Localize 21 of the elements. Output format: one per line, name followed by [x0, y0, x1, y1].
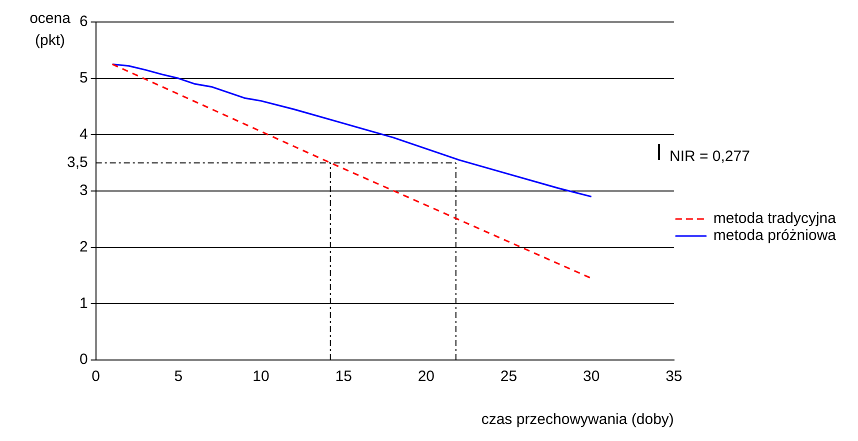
x-tick-label: 35: [666, 368, 682, 386]
y-tick-label: 0: [80, 351, 88, 368]
x-tick-label: 30: [583, 368, 600, 386]
y-tick-label: 2: [80, 238, 88, 256]
annotation: NIR = 0,277: [670, 148, 750, 165]
legend-label: metoda tradycyjna: [713, 210, 837, 228]
x-tick-label: 15: [335, 368, 352, 386]
y-axis-title: ocena (pkt): [28, 9, 72, 51]
y-tick-label: 1: [80, 294, 88, 312]
y-tick-label: 3: [80, 182, 88, 200]
x-tick-label: 5: [174, 368, 183, 386]
x-tick-label: 10: [252, 368, 270, 386]
legend-label: metoda próżniowa: [713, 227, 837, 244]
y-tick-label: 3,5: [66, 154, 88, 171]
y-tick-label: 4: [80, 126, 88, 143]
y-tick-label: 5: [80, 69, 88, 86]
y-tick-label: 6: [80, 13, 88, 30]
x-tick-label: 20: [418, 368, 435, 386]
x-tick-label: 0: [92, 368, 100, 386]
x-tick-label: 25: [500, 368, 518, 386]
x-axis-title: czas przechowywania (doby): [481, 411, 674, 428]
